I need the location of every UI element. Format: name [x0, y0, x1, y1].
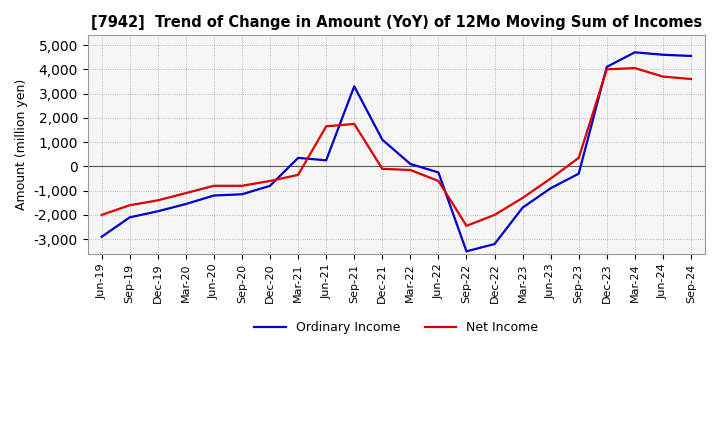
Ordinary Income: [603, 64, 611, 70]
Line: Net Income: Net Income: [102, 68, 691, 226]
Net Income: [266, 178, 274, 183]
Net Income: [631, 66, 639, 71]
Ordinary Income: [322, 158, 330, 163]
Net Income: [125, 202, 134, 208]
Net Income: [97, 212, 106, 217]
Legend: Ordinary Income, Net Income: Ordinary Income, Net Income: [249, 316, 544, 339]
Net Income: [490, 212, 499, 217]
Ordinary Income: [153, 209, 162, 214]
Net Income: [238, 183, 246, 188]
Ordinary Income: [546, 186, 555, 191]
Net Income: [603, 67, 611, 72]
Net Income: [322, 124, 330, 129]
Ordinary Income: [659, 52, 667, 57]
Ordinary Income: [266, 183, 274, 188]
Net Income: [294, 172, 302, 177]
Ordinary Income: [210, 193, 218, 198]
Net Income: [378, 166, 387, 172]
Net Income: [181, 191, 190, 196]
Title: [7942]  Trend of Change in Amount (YoY) of 12Mo Moving Sum of Incomes: [7942] Trend of Change in Amount (YoY) o…: [91, 15, 702, 30]
Net Income: [687, 77, 696, 82]
Net Income: [153, 198, 162, 203]
Ordinary Income: [631, 50, 639, 55]
Y-axis label: Amount (million yen): Amount (million yen): [15, 79, 28, 210]
Line: Ordinary Income: Ordinary Income: [102, 52, 691, 251]
Ordinary Income: [181, 202, 190, 207]
Net Income: [462, 223, 471, 228]
Ordinary Income: [687, 53, 696, 59]
Ordinary Income: [378, 137, 387, 142]
Ordinary Income: [490, 242, 499, 247]
Ordinary Income: [518, 205, 527, 210]
Ordinary Income: [238, 192, 246, 197]
Ordinary Income: [350, 84, 359, 89]
Net Income: [210, 183, 218, 188]
Net Income: [659, 74, 667, 79]
Ordinary Income: [575, 171, 583, 176]
Net Income: [546, 176, 555, 181]
Net Income: [575, 155, 583, 161]
Net Income: [350, 121, 359, 127]
Ordinary Income: [125, 215, 134, 220]
Net Income: [406, 167, 415, 172]
Ordinary Income: [434, 170, 443, 175]
Ordinary Income: [294, 155, 302, 161]
Ordinary Income: [97, 234, 106, 239]
Net Income: [518, 195, 527, 201]
Ordinary Income: [462, 249, 471, 254]
Net Income: [434, 178, 443, 183]
Ordinary Income: [406, 161, 415, 167]
